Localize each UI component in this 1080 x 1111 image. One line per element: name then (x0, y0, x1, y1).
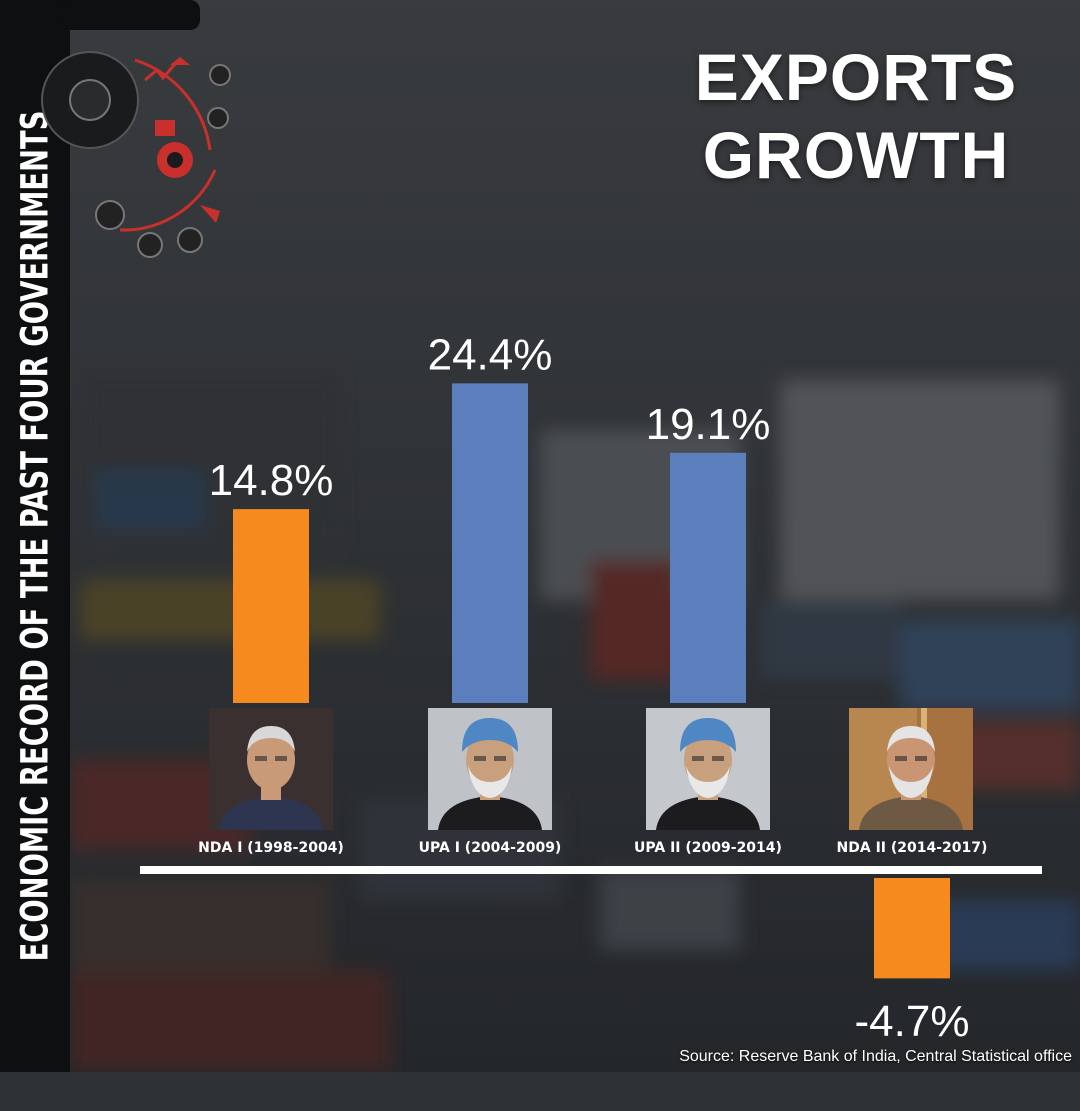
portrait-manmohan-singh-icon (428, 708, 552, 830)
economy-gears-logo-icon (41, 0, 231, 258)
title-line-1: EXPORTS (694, 40, 1018, 114)
category-label-2: UPA I (2004-2009) (419, 840, 562, 856)
category-label-3: UPA II (2009-2014) (634, 840, 782, 856)
portrait-atal-bihari-vajpayee-icon (209, 708, 333, 830)
side-banner: ECONOMIC RECORD OF THE PAST FOUR GOVERNM… (0, 0, 70, 1072)
value-label-2: 24.4% (428, 330, 553, 379)
category-label-1: NDA I (1998-2004) (198, 840, 344, 856)
portrait-manmohan-singh-icon (646, 708, 770, 830)
chart-title: EXPORTS GROWTH (656, 38, 1056, 194)
source-note: Source: Reserve Bank of India, Central S… (679, 1048, 1072, 1065)
value-label-3: 19.1% (646, 400, 771, 449)
zero-baseline (140, 866, 1042, 874)
bar-4 (874, 878, 950, 979)
background-port-scene (0, 0, 1080, 1072)
value-label-1: 14.8% (209, 456, 334, 505)
value-label-4: -4.7% (855, 997, 970, 1046)
category-label-4: NDA II (2014-2017) (837, 840, 988, 856)
bar-1 (233, 509, 309, 703)
bar-2 (452, 383, 528, 703)
bar-3 (670, 452, 746, 703)
portrait-narendra-modi-icon (849, 708, 973, 830)
title-line-2: GROWTH (702, 118, 1010, 192)
exports-growth-bar-chart: 14.8% 24.4% 19.1% -4.7% NDA I (1998-2004) UP… (140, 330, 1042, 1046)
